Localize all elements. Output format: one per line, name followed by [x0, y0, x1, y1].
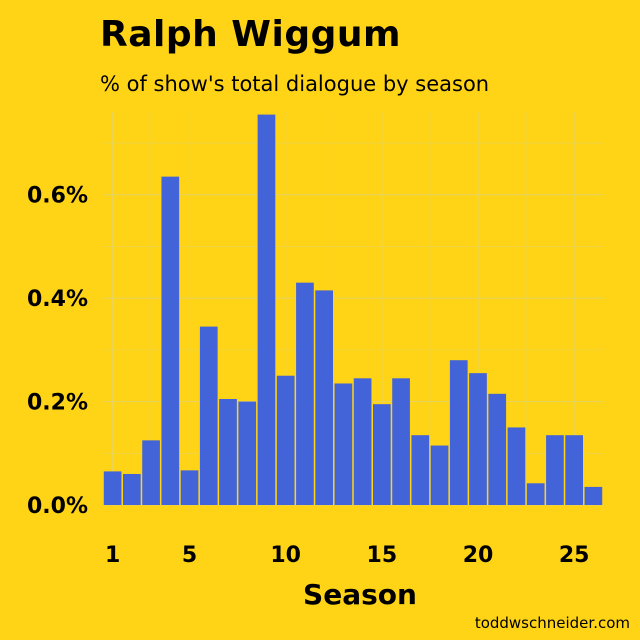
bar-season-15	[373, 404, 391, 505]
bar-season-14	[353, 378, 372, 505]
bar-season-3	[142, 440, 160, 505]
bar-season-18	[430, 445, 449, 505]
bar-season-10	[276, 375, 295, 505]
x-tick-label: 25	[559, 543, 590, 568]
bar-season-4	[161, 176, 180, 505]
bar-season-21	[488, 393, 507, 505]
bar-season-24	[546, 435, 564, 505]
chart-title: Ralph Wiggum	[100, 14, 402, 55]
bar-season-13	[334, 383, 353, 505]
bar-season-12	[315, 290, 333, 505]
bar-season-17	[411, 435, 430, 505]
x-tick-label: 1	[105, 543, 120, 568]
y-tick-label: 0.2%	[27, 391, 88, 416]
chart-subtitle: % of show's total dialogue by season	[100, 72, 490, 96]
y-axis-ticks: 0.0% 0.2% 0.4% 0.6%	[27, 184, 88, 519]
x-axis-ticks: 1 5 10 15 20 25	[105, 543, 590, 568]
y-tick-label: 0.4%	[27, 287, 88, 312]
x-tick-label: 15	[367, 543, 398, 568]
bar-season-6	[199, 326, 218, 505]
bar-season-8	[238, 401, 257, 505]
x-tick-label: 5	[182, 543, 197, 568]
bar-season-19	[449, 360, 468, 505]
y-tick-label: 0.6%	[27, 184, 88, 209]
x-tick-label: 20	[463, 543, 494, 568]
bar-season-23	[526, 483, 545, 505]
y-tick-label: 0.0%	[27, 494, 88, 519]
x-tick-label: 10	[270, 543, 301, 568]
bar-season-20	[469, 373, 487, 505]
minor-gridlines	[103, 112, 603, 505]
bar-season-5	[180, 470, 199, 505]
x-axis-title: Season	[303, 578, 417, 611]
bar-season-16	[392, 378, 410, 505]
bar-season-9	[257, 114, 276, 506]
credit-text: toddwschneider.com	[474, 614, 630, 632]
bar-season-25	[565, 435, 583, 505]
bar-season-7	[219, 398, 237, 505]
bar-season-22	[507, 427, 526, 505]
bar-season-1	[103, 471, 122, 505]
bars	[103, 114, 603, 506]
bar-season-2	[123, 473, 141, 505]
bar-season-11	[296, 282, 314, 505]
bar-season-26	[584, 486, 603, 505]
